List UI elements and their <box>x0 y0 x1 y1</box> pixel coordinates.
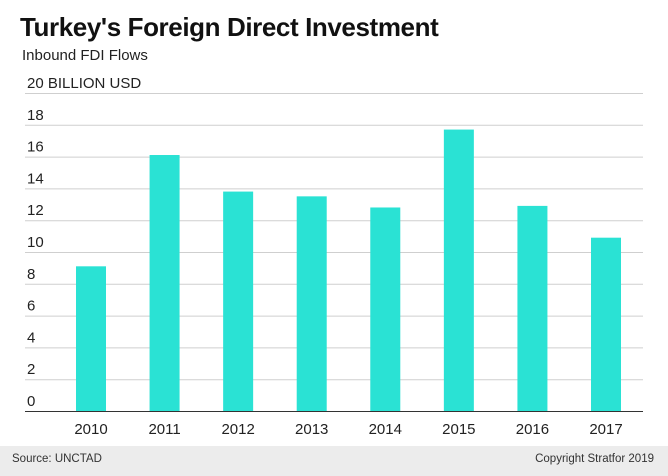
y-tick-label: 8 <box>27 266 35 283</box>
bar <box>296 196 327 411</box>
bar <box>370 207 401 411</box>
y-tick-label: 6 <box>27 298 35 315</box>
bar <box>443 129 474 411</box>
x-tick-label: 2016 <box>516 421 549 438</box>
y-tick-label: 0 <box>27 393 35 410</box>
x-axis-ticks: 2010 2011 2012 2013 2014 2015 2016 2017 <box>74 421 622 438</box>
y-tick-label: 2 <box>27 361 35 378</box>
gridlines <box>25 93 643 412</box>
bar <box>517 205 548 411</box>
y-tick-label: 10 <box>27 234 44 251</box>
chart-title: Turkey's Foreign Direct Investment <box>20 12 439 42</box>
bar <box>76 266 106 411</box>
y-tick-label: 12 <box>27 202 44 219</box>
y-tick-label: 4 <box>27 329 35 346</box>
x-tick-label: 2010 <box>74 421 107 438</box>
y-axis-unit-label: 20 BILLION USD <box>27 75 141 92</box>
bar <box>149 155 180 411</box>
y-tick-label: 18 <box>27 107 44 124</box>
copyright-note: Copyright Stratfor 2019 <box>535 453 654 465</box>
y-axis-ticks: 0 2 4 6 8 10 12 14 16 18 20 BILLION USD <box>27 75 141 410</box>
bar <box>223 191 254 411</box>
y-tick-label: 14 <box>27 170 44 187</box>
x-tick-label: 2015 <box>442 421 475 438</box>
chart-subtitle: Inbound FDI Flows <box>22 47 148 64</box>
x-tick-label: 2014 <box>369 421 402 438</box>
bar <box>591 237 621 411</box>
y-tick-label: 16 <box>27 139 44 156</box>
x-tick-label: 2011 <box>148 421 180 438</box>
source-note: Source: UNCTAD <box>12 453 102 465</box>
bars <box>76 129 621 411</box>
x-tick-label: 2012 <box>221 421 254 438</box>
x-tick-label: 2013 <box>295 421 328 438</box>
footer-bar <box>0 446 668 476</box>
x-tick-label: 2017 <box>589 421 622 438</box>
